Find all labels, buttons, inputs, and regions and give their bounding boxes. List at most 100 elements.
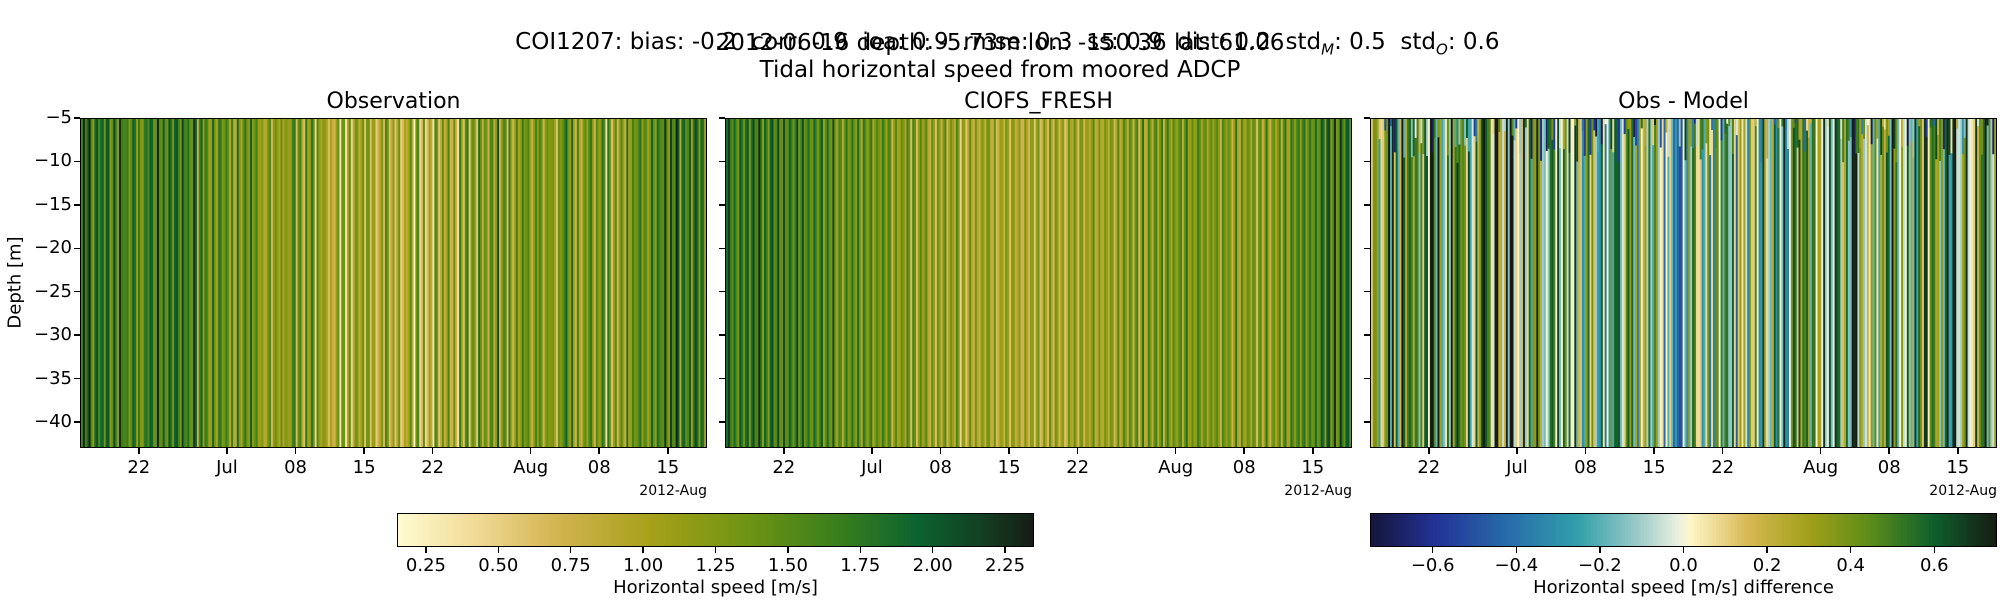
heatmap-cell xyxy=(1454,119,1458,148)
heatmap-column xyxy=(726,119,729,447)
heatmap-column xyxy=(704,119,706,447)
heatmap-column xyxy=(1618,119,1621,447)
heatmap-column xyxy=(1806,119,1809,447)
colorbar-swatch xyxy=(945,514,950,546)
colorbar-tick-label: 1.00 xyxy=(623,555,664,576)
heatmap-column xyxy=(122,119,126,447)
heatmap-column xyxy=(571,119,574,447)
heatmap-cell xyxy=(1513,119,1516,141)
x-tick-mark xyxy=(1584,448,1587,454)
heatmap-column xyxy=(1330,119,1333,447)
heatmap-column xyxy=(1849,119,1853,447)
heatmap-column xyxy=(866,119,870,447)
heatmap-column xyxy=(1878,119,1881,447)
heatmap-cell xyxy=(1456,119,1459,163)
colorbar-swatch xyxy=(757,514,762,546)
colorbar-swatch xyxy=(1662,514,1667,546)
heatmap-column xyxy=(1534,119,1537,447)
heatmap-column xyxy=(965,119,968,447)
heatmap-cell xyxy=(1849,119,1853,138)
heatmap-column xyxy=(1766,119,1769,447)
colorbar-swatch xyxy=(1540,514,1545,546)
colorbar-swatch xyxy=(878,514,883,546)
colorbar-difference-gradient xyxy=(1371,514,1996,546)
heatmap-column xyxy=(649,119,652,447)
heatmap-column xyxy=(1151,119,1155,447)
heatmap-column xyxy=(942,119,946,447)
heatmap-column xyxy=(1923,119,1927,447)
heatmap-column xyxy=(748,119,752,447)
heatmap-column xyxy=(1075,119,1079,447)
colorbar-swatch xyxy=(1031,514,1033,546)
heatmap-column xyxy=(360,119,363,447)
heatmap-column xyxy=(1037,119,1041,447)
colorbar-swatch xyxy=(971,514,976,546)
colorbar-swatch xyxy=(700,514,705,546)
heatmap-column xyxy=(743,119,746,447)
colorbar-swatch xyxy=(499,514,504,546)
heatmap-column xyxy=(830,119,833,447)
heatmap-column xyxy=(1557,119,1560,447)
heatmap-column xyxy=(1199,119,1202,447)
colorbar-swatch xyxy=(1875,514,1880,546)
colorbar-tick-label: 0.75 xyxy=(550,555,591,576)
heatmap-column xyxy=(1559,119,1562,447)
heatmap-column xyxy=(103,119,107,447)
heatmap-column xyxy=(1041,119,1044,447)
heatmap-column xyxy=(1578,119,1581,447)
heatmap-column xyxy=(592,119,595,447)
heatmap-column xyxy=(618,119,622,447)
colorbar-swatch xyxy=(1700,514,1704,546)
heatmap-cell xyxy=(1718,119,1722,133)
heatmap-column xyxy=(527,119,530,447)
heatmap-column xyxy=(139,119,143,447)
heatmap-column xyxy=(1561,119,1564,447)
colorbar-swatch xyxy=(1910,514,1914,546)
heatmap-column xyxy=(802,119,805,447)
heatmap-column xyxy=(1519,119,1522,447)
heatmap-column xyxy=(149,119,152,447)
heatmap-column xyxy=(836,119,839,447)
heatmap-column xyxy=(1638,119,1642,447)
heatmap-column xyxy=(1657,119,1661,447)
colorbar-tick-label: 0.2 xyxy=(1752,555,1782,576)
colorbar-swatch xyxy=(1480,514,1485,546)
heatmap-column xyxy=(764,119,767,447)
colorbar-swatch xyxy=(452,514,456,546)
heatmap-column xyxy=(727,119,731,447)
heatmap-difference-svg xyxy=(1371,119,1996,447)
heatmap-column xyxy=(1149,119,1153,447)
heatmap-column xyxy=(967,119,970,447)
colorbar-swatch xyxy=(1650,514,1654,546)
y-tick-mark xyxy=(719,247,725,249)
heatmap-column xyxy=(569,119,572,447)
heatmap-column xyxy=(666,119,669,447)
colorbar-swatch xyxy=(1756,514,1761,546)
heatmap-column xyxy=(1172,119,1175,447)
heatmap-column xyxy=(291,119,295,447)
colorbar-swatch xyxy=(850,514,855,546)
heatmap-column xyxy=(90,119,93,447)
heatmap-cell xyxy=(1426,119,1429,156)
heatmap-column xyxy=(1324,119,1327,447)
heatmap-column xyxy=(1456,119,1459,447)
heatmap-column xyxy=(198,119,202,447)
heatmap-column xyxy=(1925,119,1929,447)
colorbar-tick-mark xyxy=(1933,547,1936,553)
x-tick-mark xyxy=(1819,448,1822,454)
heatmap-column xyxy=(1566,119,1570,447)
heatmap-column xyxy=(1600,119,1604,447)
heatmap-cell xyxy=(1593,119,1596,131)
colorbar-swatch xyxy=(1762,514,1767,546)
colorbar-tick-mark xyxy=(1004,547,1006,553)
heatmap-column xyxy=(1066,119,1069,447)
heatmap-column xyxy=(1770,119,1773,447)
heatmap-cell xyxy=(1604,119,1608,125)
heatmap-column xyxy=(1204,119,1208,447)
heatmap-column xyxy=(1804,119,1807,447)
colorbar-swatch xyxy=(1552,514,1557,546)
colorbar-swatch xyxy=(990,514,995,546)
colorbar-swatch xyxy=(1693,514,1698,546)
heatmap-column xyxy=(1863,119,1866,447)
colorbar-tick-label: 0.4 xyxy=(1836,555,1865,576)
